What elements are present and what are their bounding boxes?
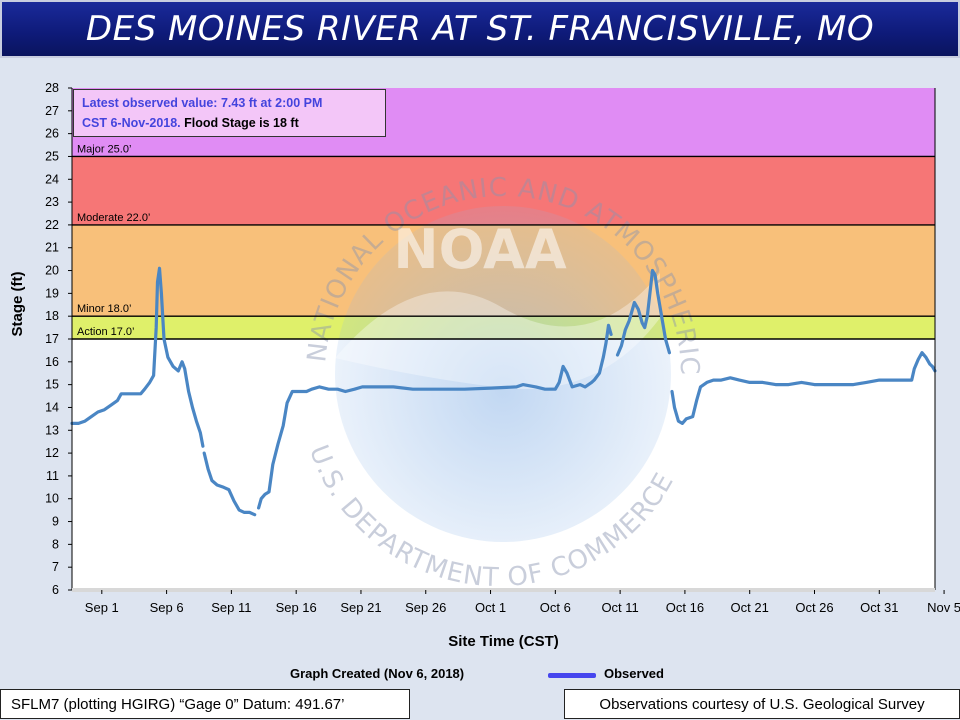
y-tick-label: 18 xyxy=(45,309,59,323)
observed-line-segment-0 xyxy=(70,266,205,448)
y-tick-label: 26 xyxy=(45,127,59,141)
y-tick-label: 27 xyxy=(45,104,59,118)
x-tick-label: Sep 26 xyxy=(405,600,446,615)
legend-observed-label: Observed xyxy=(604,666,664,681)
y-axis-label: Stage (ft) xyxy=(9,272,26,337)
y-tick-label: 8 xyxy=(52,537,59,551)
threshold-label-minor: Minor 18.0’ xyxy=(77,303,131,315)
page-title: DES MOINES RIVER AT ST. FRANCISVILLE, MO xyxy=(85,9,875,49)
x-tick-label: Sep 16 xyxy=(276,600,317,615)
x-axis-label: Site Time (CST) xyxy=(448,633,559,650)
x-tick-label: Sep 21 xyxy=(340,600,381,615)
y-tick-label: 12 xyxy=(45,446,59,460)
y-tick-label: 23 xyxy=(45,195,59,209)
y-tick-label: 20 xyxy=(45,264,59,278)
y-tick-label: 28 xyxy=(45,81,59,95)
x-tick-label: Sep 11 xyxy=(211,600,251,615)
x-axis-band xyxy=(72,588,935,592)
y-tick-label: 24 xyxy=(45,172,59,186)
x-tick-label: Oct 16 xyxy=(666,600,704,615)
observed-line-segment-2 xyxy=(257,323,613,510)
noaa-logo-text: NOAA xyxy=(393,218,566,281)
noaa-seal-wave xyxy=(335,273,660,390)
y-tick-label: 14 xyxy=(45,400,59,414)
y-tick-label: 19 xyxy=(45,286,59,300)
x-tick-label: Sep 6 xyxy=(150,600,184,615)
x-tick-label: Oct 1 xyxy=(475,600,506,615)
y-tick-label: 11 xyxy=(46,469,59,483)
legend-observed-swatch xyxy=(548,673,596,678)
observed-line-segment-3 xyxy=(615,268,671,357)
y-tick-label: 9 xyxy=(52,515,59,529)
threshold-label-major: Major 25.0’ xyxy=(77,143,131,155)
x-tick-label: Oct 6 xyxy=(540,600,571,615)
observed-line-segment-4 xyxy=(670,351,937,425)
courtesy-info-box: Observations courtesy of U.S. Geological… xyxy=(564,689,960,719)
observed-line-segment-1 xyxy=(202,451,257,517)
y-tick-label: 15 xyxy=(45,378,59,392)
graph-created-label: Graph Created (Nov 6, 2018) xyxy=(290,666,465,681)
latest-line-2-date: CST 6-Nov-2018. xyxy=(82,116,181,130)
x-tick-label: Oct 26 xyxy=(795,600,833,615)
datum-info-box: SFLM7 (plotting HGIRG) “Gage 0” Datum: 4… xyxy=(0,689,410,719)
x-tick-label: Nov 5 xyxy=(927,600,960,615)
y-tick-label: 13 xyxy=(45,423,59,437)
x-tick-label: Oct 31 xyxy=(860,600,898,615)
latest-observation-box: Latest observed value: 7.43 ft at 2:00 P… xyxy=(73,89,386,137)
y-tick-label: 21 xyxy=(45,241,59,255)
x-tick-label: Oct 11 xyxy=(601,600,638,615)
title-bar: DES MOINES RIVER AT ST. FRANCISVILLE, MO xyxy=(0,0,960,58)
threshold-label-action: Action 17.0’ xyxy=(77,326,134,338)
y-tick-label: 10 xyxy=(45,492,59,506)
latest-line-1: Latest observed value: 7.43 ft at 2:00 P… xyxy=(82,96,323,110)
y-tick-label: 17 xyxy=(45,332,59,346)
y-tick-label: 16 xyxy=(45,355,59,369)
threshold-label-moderate: Moderate 22.0’ xyxy=(77,212,150,224)
datum-text: SFLM7 (plotting HGIRG) “Gage 0” Datum: 4… xyxy=(11,695,345,713)
x-tick-label: Oct 21 xyxy=(731,600,769,615)
y-tick-label: 6 xyxy=(52,583,59,597)
y-tick-label: 22 xyxy=(45,218,59,232)
y-tick-label: 7 xyxy=(52,560,59,574)
y-tick-label: 25 xyxy=(45,149,59,163)
courtesy-text: Observations courtesy of U.S. Geological… xyxy=(599,695,925,713)
x-tick-label: Sep 1 xyxy=(85,600,119,615)
noaa-seal-disc xyxy=(335,206,671,542)
latest-line-2-flood: Flood Stage is 18 ft xyxy=(180,116,299,130)
footer-legend: Graph Created (Nov 6, 2018) Observed xyxy=(0,666,960,684)
